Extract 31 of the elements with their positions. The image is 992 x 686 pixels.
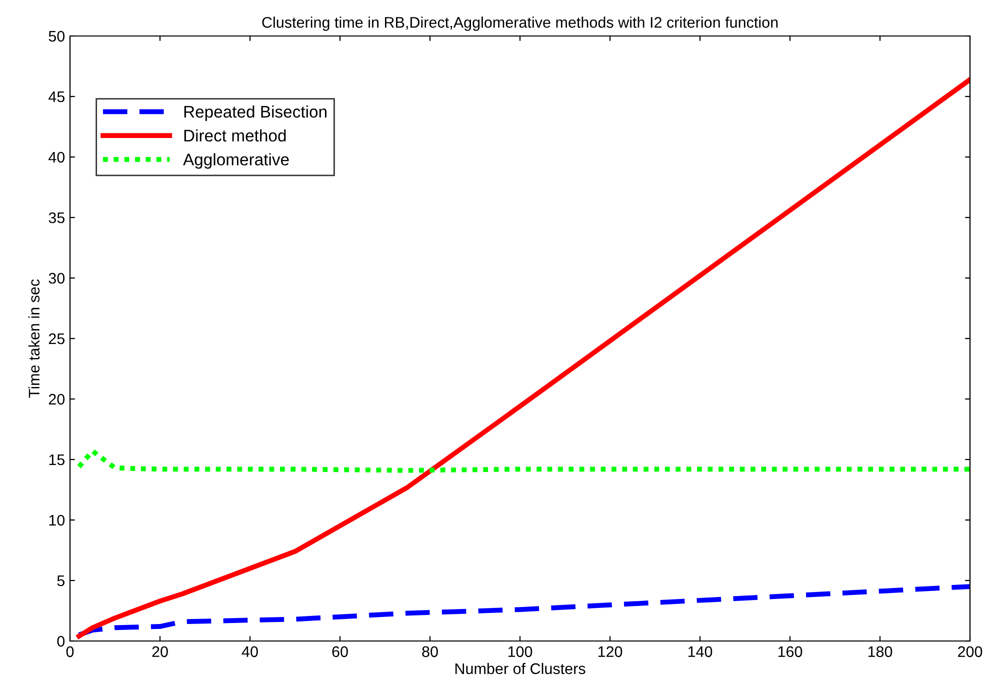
- x-tick-label: 40: [242, 646, 258, 658]
- x-tick-label: 140: [688, 646, 712, 658]
- chart-title: Clustering time in RB,Direct,Agglomerative methods with I2 criterion function: [262, 16, 778, 31]
- x-tick-label: 100: [508, 646, 532, 658]
- x-tick-label: 0: [66, 646, 74, 658]
- y-tick-label: 10: [49, 514, 65, 526]
- line-series: [76, 77, 970, 639]
- y-tick-label: 45: [48, 92, 64, 102]
- y-tick-label: 15: [49, 454, 64, 466]
- x-tick-label: 80: [422, 646, 438, 658]
- y-tick-label: 50: [48, 30, 65, 42]
- legend-label: Direct method: [184, 129, 286, 142]
- line-series: [76, 584, 970, 638]
- y-tick-label: 35: [48, 212, 64, 224]
- x-tick-label: 60: [332, 646, 348, 658]
- x-tick-label: 200: [958, 646, 982, 658]
- y-tick-label: 30: [48, 272, 65, 284]
- y-tick-label: 0: [57, 636, 65, 647]
- x-tick-label: 160: [778, 646, 802, 658]
- x-tick-label: 120: [598, 646, 622, 658]
- legend-label: Agglomerative: [183, 153, 289, 169]
- y-tick-label: 40: [48, 152, 65, 163]
- y-tick-label: 5: [57, 576, 64, 586]
- x-axis-title: Number of Clusters: [455, 662, 586, 674]
- x-tick-label: 20: [152, 646, 168, 658]
- legend-label: Repeated Bisection: [184, 105, 326, 121]
- line-series: [76, 448, 970, 473]
- y-tick-label: 20: [48, 394, 65, 405]
- y-tick-label: 25: [48, 333, 64, 344]
- y-axis-title: Time taken in sec: [28, 279, 40, 398]
- x-tick-label: 180: [868, 646, 892, 658]
